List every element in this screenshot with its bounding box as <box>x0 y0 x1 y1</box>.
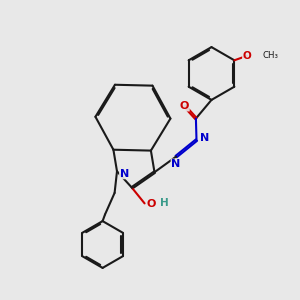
Text: O: O <box>180 101 189 111</box>
Text: N: N <box>120 169 129 179</box>
Text: N: N <box>171 159 180 169</box>
Text: H: H <box>160 198 169 208</box>
Text: CH₃: CH₃ <box>262 51 279 60</box>
Text: O: O <box>146 199 156 209</box>
Text: O: O <box>243 51 251 61</box>
Text: N: N <box>200 133 209 143</box>
